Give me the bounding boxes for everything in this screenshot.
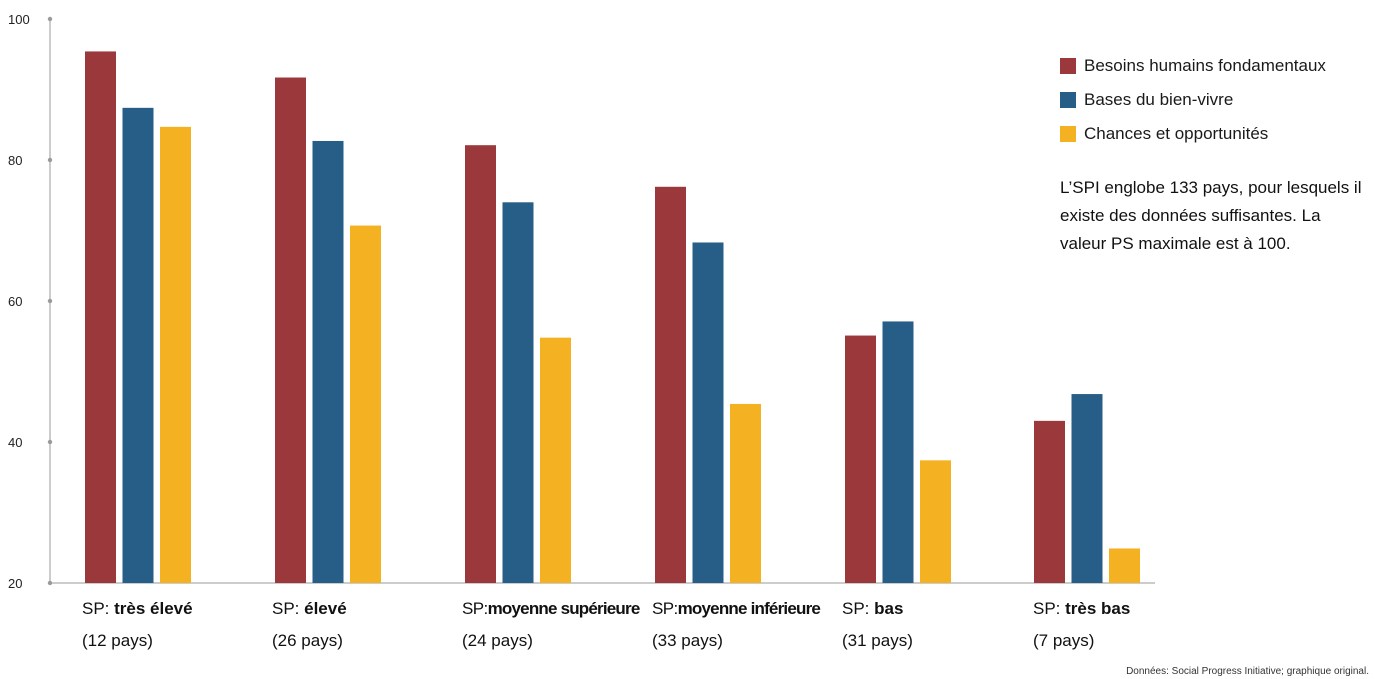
bar [1034,420,1065,583]
y-tick-label: 60 [8,294,22,309]
bar [160,126,191,584]
bar [540,337,571,583]
bar [350,225,381,583]
y-tick-label: 100 [8,12,30,27]
y-tick-mark [47,157,53,163]
category-prefix: SP: [462,599,488,618]
bar [1109,548,1140,583]
category-label: SP: très élevé (12 pays) [82,593,193,657]
y-tick-label: 80 [8,153,22,168]
legend-label: Chances et opportunités [1084,124,1269,143]
category-count: (7 pays) [1033,631,1095,650]
category-count: (31 pays) [842,631,913,650]
category-label: SP: très bas (7 pays) [1033,593,1130,657]
legend-item-besoins: Besoins humains fondamentaux [1060,49,1326,83]
category-label-title: SP: élevé [272,593,347,625]
legend-swatch [1060,92,1076,108]
legend-item-bases: Bases du bien-vivre [1060,83,1326,117]
category-label: SP:moyenne inférieure (33 pays) [652,593,821,657]
legend-item-chances: Chances et opportunités [1060,117,1326,151]
legend-label: Besoins humains fondamentaux [1084,56,1326,75]
source-credit: Données: Social Progress Initiative; gra… [1126,666,1369,677]
y-tick-label: 40 [8,435,22,450]
category-label-title: SP:moyenne supérieure [462,593,640,625]
category-level: très élevé [114,599,193,618]
bar [465,145,496,583]
bar [502,202,534,584]
category-level: moyenne supérieure [487,599,641,618]
category-label: SP: bas (31 pays) [842,593,913,657]
bar [845,335,876,583]
legend-label: Bases du bien-vivre [1084,90,1234,109]
category-count: (12 pays) [82,631,153,650]
category-count: (24 pays) [462,631,533,650]
bar [730,403,761,583]
bars [85,51,1140,584]
category-count: (26 pays) [272,631,343,650]
legend: Besoins humains fondamentaux Bases du bi… [1060,49,1326,151]
bar [122,107,154,583]
legend-swatch [1060,58,1076,74]
category-label-title: SP:moyenne inférieure [652,593,821,625]
category-label: SP:moyenne supérieure (24 pays) [462,593,640,657]
legend-swatch [1060,126,1076,142]
bar [312,140,344,583]
category-level: moyenne inférieure [677,599,821,618]
bar [882,321,914,583]
bar [1071,394,1103,583]
category-level: très bas [1065,599,1131,618]
category-prefix: SP: [842,599,875,618]
bar [920,460,951,583]
y-tick-label: 20 [8,576,22,591]
category-label: SP: élevé (26 pays) [272,593,347,657]
category-label-title: SP: très élevé [82,593,193,625]
bar [275,77,306,583]
category-level: bas [874,599,904,618]
y-tick-mark [47,580,53,586]
y-tick-mark [47,298,53,304]
category-label-title: SP: très bas [1033,593,1130,625]
chart-note: L’SPI englobe 133 pays, pour lesquels il… [1060,178,1362,253]
bar [85,51,116,584]
bar [692,242,724,584]
y-tick-mark [47,439,53,445]
y-axis: 20 40 60 80 100 [8,12,1155,591]
category-prefix: SP: [652,599,678,618]
category-prefix: SP: [1033,599,1066,618]
category-count: (33 pays) [652,631,723,650]
category-level: élevé [304,599,347,618]
category-prefix: SP: [272,599,305,618]
category-label-title: SP: bas [842,593,913,625]
bar [655,186,686,584]
category-prefix: SP: [82,599,115,618]
y-tick-mark [47,16,53,22]
